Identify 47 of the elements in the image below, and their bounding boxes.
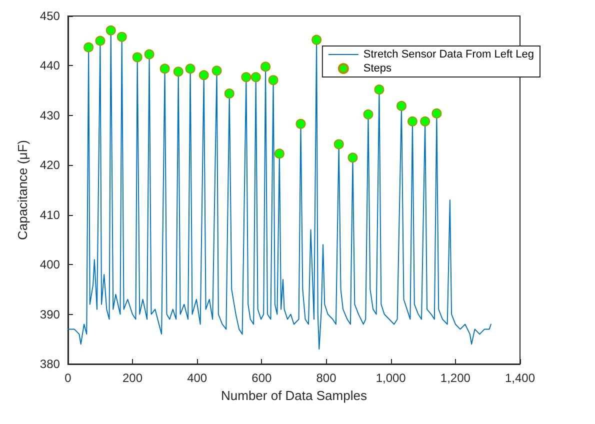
point <box>250 72 261 82</box>
point <box>212 66 222 76</box>
point <box>348 152 358 163</box>
point <box>274 148 284 159</box>
point <box>241 72 252 82</box>
legend-label: Stretch Sensor Data From Left Leg <box>363 48 534 60</box>
point <box>95 36 106 46</box>
y-tick-label: 390 <box>40 307 60 322</box>
y-axis-title: Capacitance (μF) <box>15 140 30 240</box>
x-tick-label: 400 <box>187 371 208 385</box>
x-tick-label: 1,200 <box>440 371 471 385</box>
point <box>420 116 430 126</box>
point <box>198 70 209 80</box>
y-tick-label: 430 <box>40 108 60 122</box>
y-tick-label: 420 <box>40 158 60 172</box>
point <box>363 109 374 120</box>
x-tick-label: 0 <box>64 371 72 385</box>
point <box>296 118 306 129</box>
y-tick-label: 380 <box>40 357 60 371</box>
point <box>144 49 154 60</box>
point <box>132 52 142 62</box>
x-tick-label: 200 <box>122 371 143 385</box>
x-axis-title: Number of Data Samples <box>220 388 368 403</box>
point <box>84 42 94 52</box>
y-tick-label: 440 <box>40 58 60 73</box>
point <box>173 66 184 77</box>
point <box>116 32 127 42</box>
legend-label: Steps <box>363 62 392 74</box>
y-tick-label: 400 <box>40 258 60 272</box>
x-tick-label: 600 <box>252 371 272 385</box>
point <box>160 64 170 74</box>
x-tick-label: 1,400 <box>504 371 536 385</box>
point <box>396 100 406 111</box>
y-tick-label: 450 <box>40 9 60 23</box>
point <box>224 88 234 99</box>
point <box>407 116 418 126</box>
point <box>334 139 344 150</box>
point <box>106 25 116 36</box>
point <box>268 75 278 86</box>
point <box>432 108 442 118</box>
point <box>312 34 322 45</box>
y-tick-label: 410 <box>40 208 60 222</box>
x-tick-label: 1,000 <box>376 371 406 385</box>
point <box>185 64 196 74</box>
point <box>374 84 384 95</box>
x-tick-label: 800 <box>316 371 337 385</box>
point <box>260 62 271 72</box>
